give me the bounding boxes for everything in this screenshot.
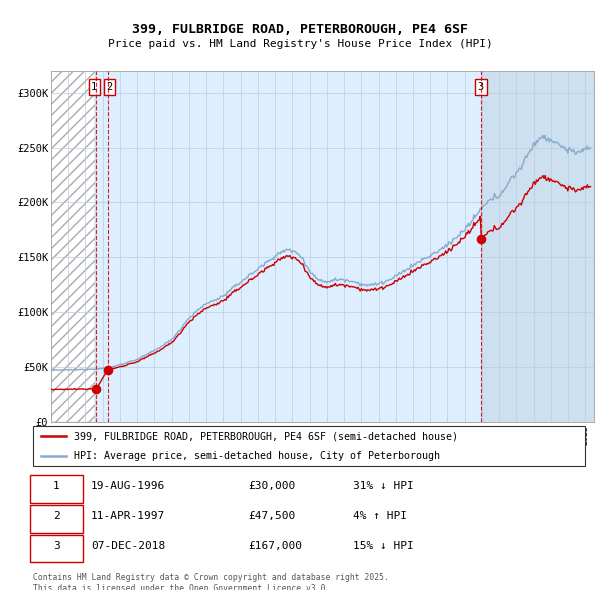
Text: 31% ↓ HPI: 31% ↓ HPI — [353, 481, 414, 491]
Text: Contains HM Land Registry data © Crown copyright and database right 2025.
This d: Contains HM Land Registry data © Crown c… — [33, 573, 389, 590]
Text: 3: 3 — [478, 82, 484, 92]
Text: £47,500: £47,500 — [248, 511, 296, 521]
Bar — [51, 71, 95, 422]
Text: 19-AUG-1996: 19-AUG-1996 — [91, 481, 165, 491]
Text: HPI: Average price, semi-detached house, City of Peterborough: HPI: Average price, semi-detached house,… — [74, 451, 440, 461]
Text: 15% ↓ HPI: 15% ↓ HPI — [353, 540, 414, 550]
FancyBboxPatch shape — [30, 475, 83, 503]
Text: Price paid vs. HM Land Registry's House Price Index (HPI): Price paid vs. HM Land Registry's House … — [107, 39, 493, 48]
Text: 399, FULBRIDGE ROAD, PETERBOROUGH, PE4 6SF: 399, FULBRIDGE ROAD, PETERBOROUGH, PE4 6… — [132, 23, 468, 36]
FancyBboxPatch shape — [30, 505, 83, 533]
Text: 1: 1 — [91, 82, 97, 92]
Text: 1: 1 — [53, 481, 59, 491]
Point — [103, 365, 112, 375]
Text: 2: 2 — [107, 82, 113, 92]
Text: £30,000: £30,000 — [248, 481, 296, 491]
Text: 11-APR-1997: 11-APR-1997 — [91, 511, 165, 521]
Text: 2: 2 — [53, 511, 59, 521]
FancyBboxPatch shape — [30, 535, 83, 562]
Point — [92, 384, 101, 394]
Text: 399, FULBRIDGE ROAD, PETERBOROUGH, PE4 6SF (semi-detached house): 399, FULBRIDGE ROAD, PETERBOROUGH, PE4 6… — [74, 431, 458, 441]
FancyBboxPatch shape — [33, 426, 585, 466]
Text: £167,000: £167,000 — [248, 540, 302, 550]
Text: 3: 3 — [53, 540, 59, 550]
Point — [476, 234, 485, 243]
Bar — [481, 71, 594, 422]
Text: 4% ↑ HPI: 4% ↑ HPI — [353, 511, 407, 521]
Text: 07-DEC-2018: 07-DEC-2018 — [91, 540, 165, 550]
